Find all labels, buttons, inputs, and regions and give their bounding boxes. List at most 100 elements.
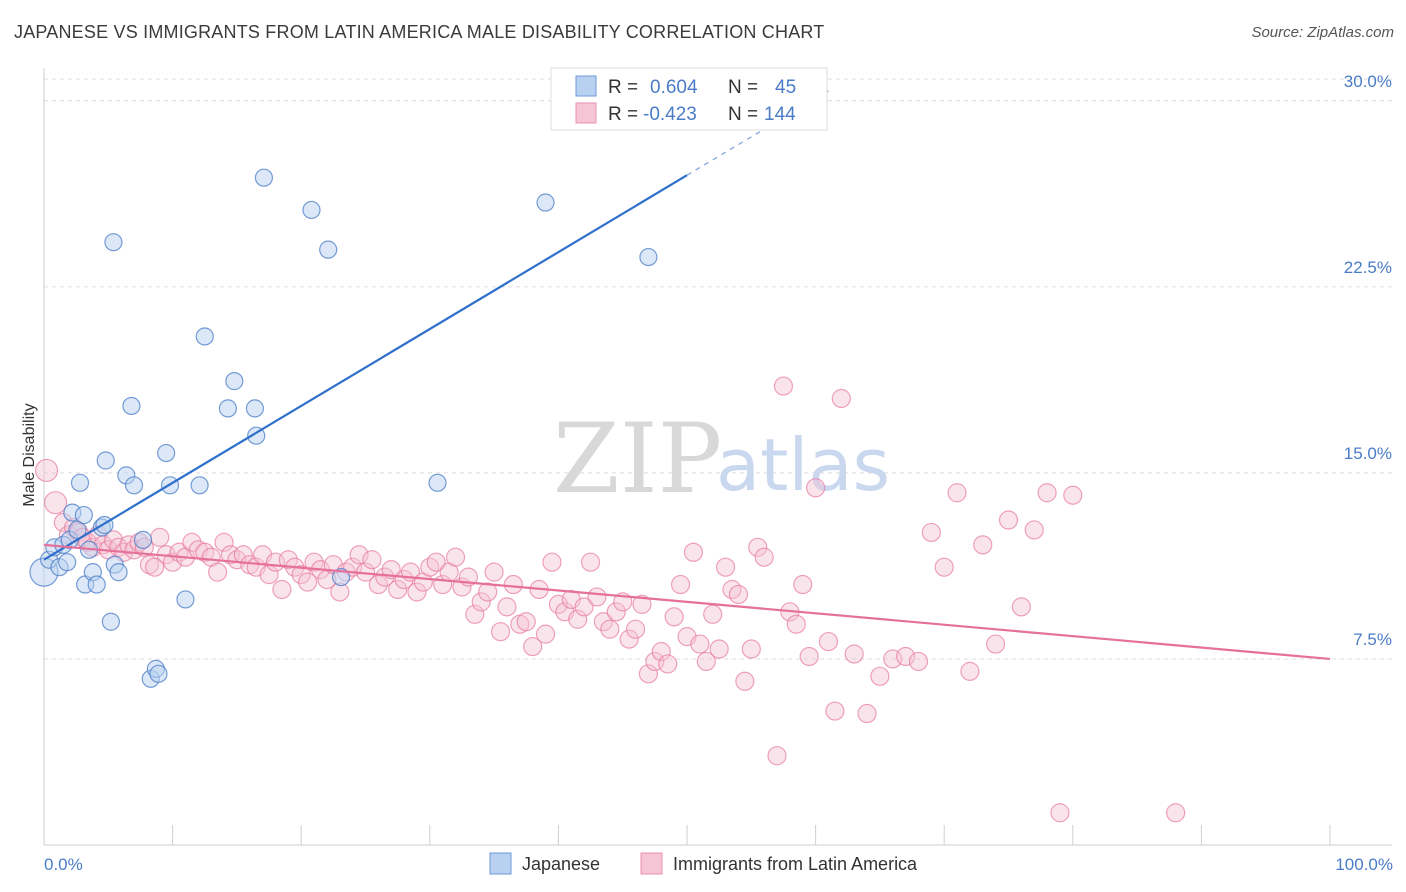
latin-point bbox=[715, 557, 736, 577]
y-tick-label: 30.0% bbox=[1344, 72, 1392, 91]
latin-point bbox=[754, 547, 774, 567]
latin-point bbox=[139, 555, 160, 575]
latin-point bbox=[272, 579, 292, 600]
latin-point bbox=[793, 574, 813, 595]
legend-r-label-2: R = bbox=[608, 104, 638, 125]
latin-point bbox=[683, 542, 704, 562]
japanese-point bbox=[133, 530, 153, 549]
blue-points bbox=[29, 168, 658, 688]
latin-point bbox=[298, 572, 318, 592]
latin-point bbox=[870, 666, 890, 686]
latin-point bbox=[728, 584, 749, 605]
latin-point bbox=[1024, 520, 1044, 540]
latin-point bbox=[973, 535, 993, 555]
latin-point bbox=[394, 569, 414, 590]
y-tick-label: 15.0% bbox=[1344, 444, 1392, 463]
latin-point bbox=[426, 552, 446, 572]
bottom-swatch-latin bbox=[640, 852, 663, 875]
japanese-point bbox=[218, 399, 237, 418]
latin-point bbox=[542, 552, 562, 572]
latin-point bbox=[478, 582, 498, 602]
latin-point bbox=[497, 597, 517, 617]
latin-point bbox=[748, 537, 768, 557]
japanese-point bbox=[87, 575, 106, 594]
latin-point bbox=[947, 483, 967, 503]
japanese-point bbox=[96, 451, 115, 470]
legend-box bbox=[550, 67, 828, 131]
latin-point bbox=[632, 594, 652, 614]
japanese-point bbox=[74, 505, 93, 525]
latin-point bbox=[670, 574, 691, 595]
latin-point bbox=[600, 619, 620, 639]
japanese-point bbox=[331, 567, 351, 587]
latin-point bbox=[195, 542, 215, 562]
japanese-point bbox=[104, 233, 123, 252]
legend-n-label-2: N = bbox=[728, 104, 758, 125]
latin-point bbox=[574, 597, 594, 617]
latin-point bbox=[831, 388, 851, 409]
latin-point bbox=[407, 582, 427, 602]
latin-point bbox=[921, 522, 941, 543]
latin-point bbox=[43, 491, 68, 515]
latin-point bbox=[503, 574, 523, 595]
latin-point bbox=[696, 651, 716, 672]
latin-point bbox=[375, 567, 395, 587]
japanese-point bbox=[109, 563, 128, 582]
latin-point bbox=[227, 550, 247, 570]
bottom-legend-japanese: Japanese bbox=[522, 854, 600, 874]
watermark-atlas: atlas bbox=[716, 423, 890, 507]
japanese-trend-extension bbox=[686, 90, 829, 176]
latin-point bbox=[960, 661, 980, 681]
latin-point bbox=[144, 557, 165, 577]
latin-point bbox=[471, 592, 491, 612]
japanese-point bbox=[302, 200, 321, 220]
japanese-point bbox=[190, 476, 209, 495]
latin-point bbox=[420, 557, 440, 577]
latin-point bbox=[548, 594, 569, 614]
latin-point bbox=[703, 604, 723, 624]
latin-point bbox=[208, 562, 228, 582]
legend-n-value-2: 144 bbox=[764, 104, 796, 125]
latin-point bbox=[535, 624, 556, 644]
y-tick-label: 22.5% bbox=[1344, 258, 1392, 277]
japanese-point bbox=[124, 476, 144, 495]
bottom-legend: Japanese Immigrants from Latin America bbox=[489, 852, 918, 875]
latin-point bbox=[233, 545, 253, 565]
latin-point bbox=[625, 619, 646, 639]
latin-point bbox=[1011, 597, 1031, 617]
latin-point bbox=[214, 532, 234, 552]
latin-point bbox=[445, 547, 466, 567]
chart-title: JAPANESE VS IMMIGRANTS FROM LATIN AMERIC… bbox=[14, 22, 825, 42]
legend-swatch-latin bbox=[575, 102, 597, 124]
latin-point bbox=[664, 607, 684, 627]
trend-layer bbox=[43, 90, 1331, 661]
japanese-point bbox=[176, 590, 195, 609]
axes-layer: 7.5% 15.0% 22.5% 30.0% 0.0% 100.0% bbox=[43, 68, 1393, 874]
latin-point bbox=[484, 562, 504, 582]
latin-point bbox=[568, 609, 588, 629]
japanese-point bbox=[225, 372, 244, 391]
latin-point bbox=[998, 510, 1019, 530]
latin-point bbox=[934, 557, 954, 577]
latin-point bbox=[291, 565, 311, 585]
x-tick-label-end: 100.0% bbox=[1335, 855, 1393, 874]
latin-point bbox=[786, 614, 806, 634]
japanese-point bbox=[149, 664, 168, 683]
latin-point bbox=[593, 612, 614, 632]
japanese-point bbox=[536, 193, 555, 212]
latin-point bbox=[638, 664, 659, 684]
latin-trend-line bbox=[43, 543, 1331, 661]
latin-point bbox=[908, 651, 929, 672]
japanese-point bbox=[58, 553, 77, 572]
latin-point bbox=[34, 458, 59, 483]
latin-point bbox=[349, 545, 369, 565]
latin-point bbox=[818, 631, 839, 652]
bottom-legend-latin: Immigrants from Latin America bbox=[673, 854, 918, 874]
watermark-zip: ZIP bbox=[553, 403, 722, 515]
legend-r-value-2: -0.423 bbox=[643, 104, 697, 125]
latin-point bbox=[523, 636, 543, 657]
latin-point bbox=[986, 634, 1006, 654]
x-tick-label-start: 0.0% bbox=[44, 855, 83, 874]
latin-point bbox=[516, 612, 536, 632]
